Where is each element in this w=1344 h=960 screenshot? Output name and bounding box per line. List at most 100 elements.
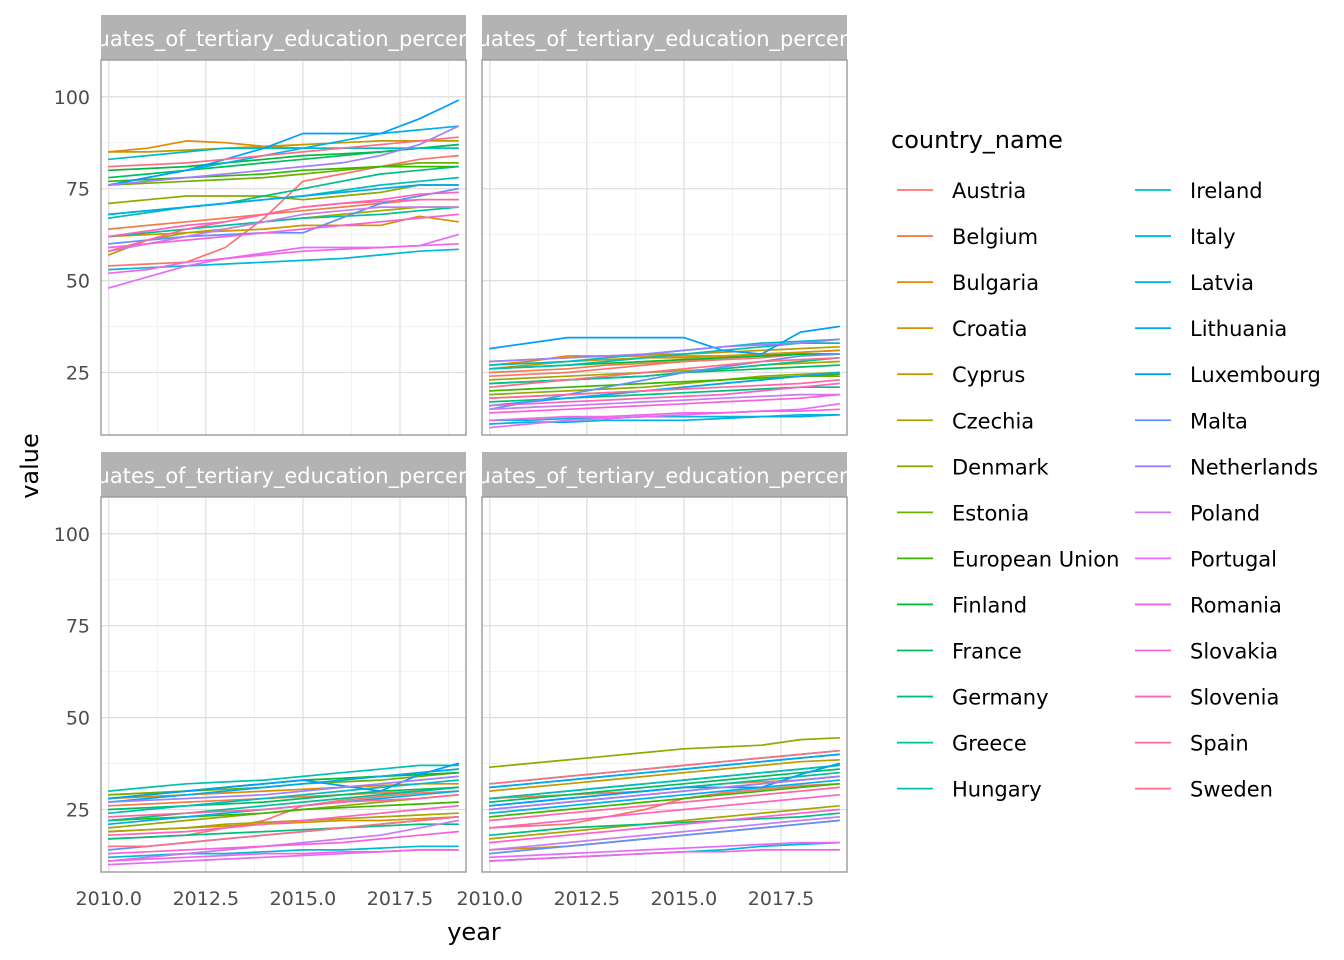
legend-item: Austria <box>897 179 1026 203</box>
series-line-lithuania <box>488 753 841 789</box>
series-line-italy <box>107 845 460 859</box>
panel-series <box>107 762 460 866</box>
series-line-romania <box>488 849 841 862</box>
series-line-romania <box>107 849 460 862</box>
series-line-portugal <box>488 841 841 859</box>
series-line-ireland <box>488 764 841 800</box>
y-tick-label: 50 <box>66 708 90 730</box>
x-tick-label: 2012.5 <box>173 888 239 910</box>
legend-label: Finland <box>952 593 1027 617</box>
x-tick-label: 2015.0 <box>270 888 336 910</box>
x-tick-label: 2010.0 <box>457 888 523 910</box>
legend-label: Slovenia <box>1190 686 1279 710</box>
series-line-slovakia <box>488 393 841 414</box>
series-line-italy <box>107 248 460 271</box>
panel-border <box>481 59 848 436</box>
series-line-european-union <box>107 165 460 183</box>
series-line-poland <box>488 393 841 411</box>
y-tick-label: 25 <box>66 800 90 822</box>
x-tick-label: 2017.5 <box>367 888 433 910</box>
series-line-netherlands <box>107 125 460 186</box>
series-line-slovenia <box>488 793 841 829</box>
legend-item: Belgium <box>897 225 1038 249</box>
series-line-luxembourg <box>488 325 841 355</box>
legend-item: Poland <box>1135 501 1260 525</box>
series-line-italy <box>488 413 841 422</box>
series-line-malta <box>488 353 841 411</box>
series-line-slovakia <box>107 213 460 249</box>
legend-label: Italy <box>1190 225 1236 249</box>
legend-label: Hungary <box>952 778 1042 802</box>
series-line-romania <box>488 408 841 422</box>
series-line-luxembourg <box>107 762 460 800</box>
series-line-malta <box>488 819 841 855</box>
series-line-sweden <box>107 816 460 848</box>
panel-series <box>488 325 841 429</box>
panel-border <box>100 496 467 873</box>
facet-strip-label: graduates_of_tertiary_education_percenta… <box>48 464 518 489</box>
y-tick-label: 100 <box>54 87 90 109</box>
legend-item: Ireland <box>1135 179 1263 203</box>
series-line-spain <box>107 198 460 253</box>
series-line-germany <box>107 823 460 840</box>
legend-label: Greece <box>952 732 1027 756</box>
series-line-portugal <box>107 849 460 866</box>
legend-label: Czechia <box>952 409 1034 433</box>
series-line-slovakia <box>488 808 841 844</box>
panel-grid <box>482 60 847 435</box>
series-line-poland <box>107 819 460 862</box>
series-line-spain <box>107 793 460 818</box>
legend-label: European Union <box>952 547 1119 571</box>
series-line-greece <box>107 786 460 822</box>
series-line-luxembourg <box>488 762 841 807</box>
legend-item: Romania <box>1135 593 1282 617</box>
facet-strip <box>101 15 466 60</box>
facet-strip-label: graduates_of_tertiary_education_percenta… <box>48 27 518 52</box>
y-tick-label: 75 <box>66 616 90 638</box>
legend-label: Malta <box>1190 409 1248 433</box>
series-line-malta <box>107 187 460 245</box>
facet-panel: graduates_of_tertiary_education_percenta… <box>481 15 848 436</box>
series-line-slovenia <box>107 804 460 837</box>
facet-strip <box>482 452 847 497</box>
legend-item: Germany <box>897 686 1049 710</box>
x-tick-label: 2010.0 <box>76 888 142 910</box>
facet-panel: graduates_of_tertiary_education_percenta… <box>481 452 848 873</box>
series-line-czechia <box>107 812 460 833</box>
legend-label: Romania <box>1190 593 1282 617</box>
series-line-lithuania <box>488 371 841 407</box>
legend-item: Czechia <box>897 409 1034 433</box>
series-line-ireland <box>107 779 460 815</box>
series-line-czechia <box>488 804 841 840</box>
legend-item: France <box>897 640 1022 664</box>
x-tick-label: 2012.5 <box>554 888 620 910</box>
legend-label: Poland <box>1190 501 1260 525</box>
legend-label: Luxembourg <box>1190 363 1321 387</box>
series-line-european-union <box>488 782 841 818</box>
legend-label: Lithuania <box>1190 317 1287 341</box>
legend-item: Sweden <box>1135 778 1273 802</box>
legend-item: Luxembourg <box>1135 363 1321 387</box>
series-line-slovakia <box>107 830 460 855</box>
legend-label: Austria <box>952 179 1026 203</box>
facet-panel: graduates_of_tertiary_education_percenta… <box>48 15 518 436</box>
facet-panel: graduates_of_tertiary_education_percenta… <box>48 452 518 873</box>
y-tick-label: 25 <box>66 363 90 385</box>
legend-item: Estonia <box>897 501 1029 525</box>
legend-item: Bulgaria <box>897 271 1039 295</box>
legend-item: Croatia <box>897 317 1028 341</box>
y-tick-label: 75 <box>66 179 90 201</box>
panel-grid <box>101 60 466 435</box>
y-tick-label: 100 <box>54 524 90 546</box>
legend-label: Estonia <box>952 501 1029 525</box>
legend-label: Croatia <box>952 317 1028 341</box>
series-line-european-union <box>107 801 460 822</box>
x-axis-title: year <box>447 918 501 946</box>
facet-strip <box>101 452 466 497</box>
legend-item: Spain <box>1135 732 1249 756</box>
series-line-lithuania <box>107 768 460 803</box>
series-line-germany <box>488 812 841 837</box>
legend-item: Latvia <box>1135 271 1254 295</box>
series-line-latvia <box>488 779 841 815</box>
